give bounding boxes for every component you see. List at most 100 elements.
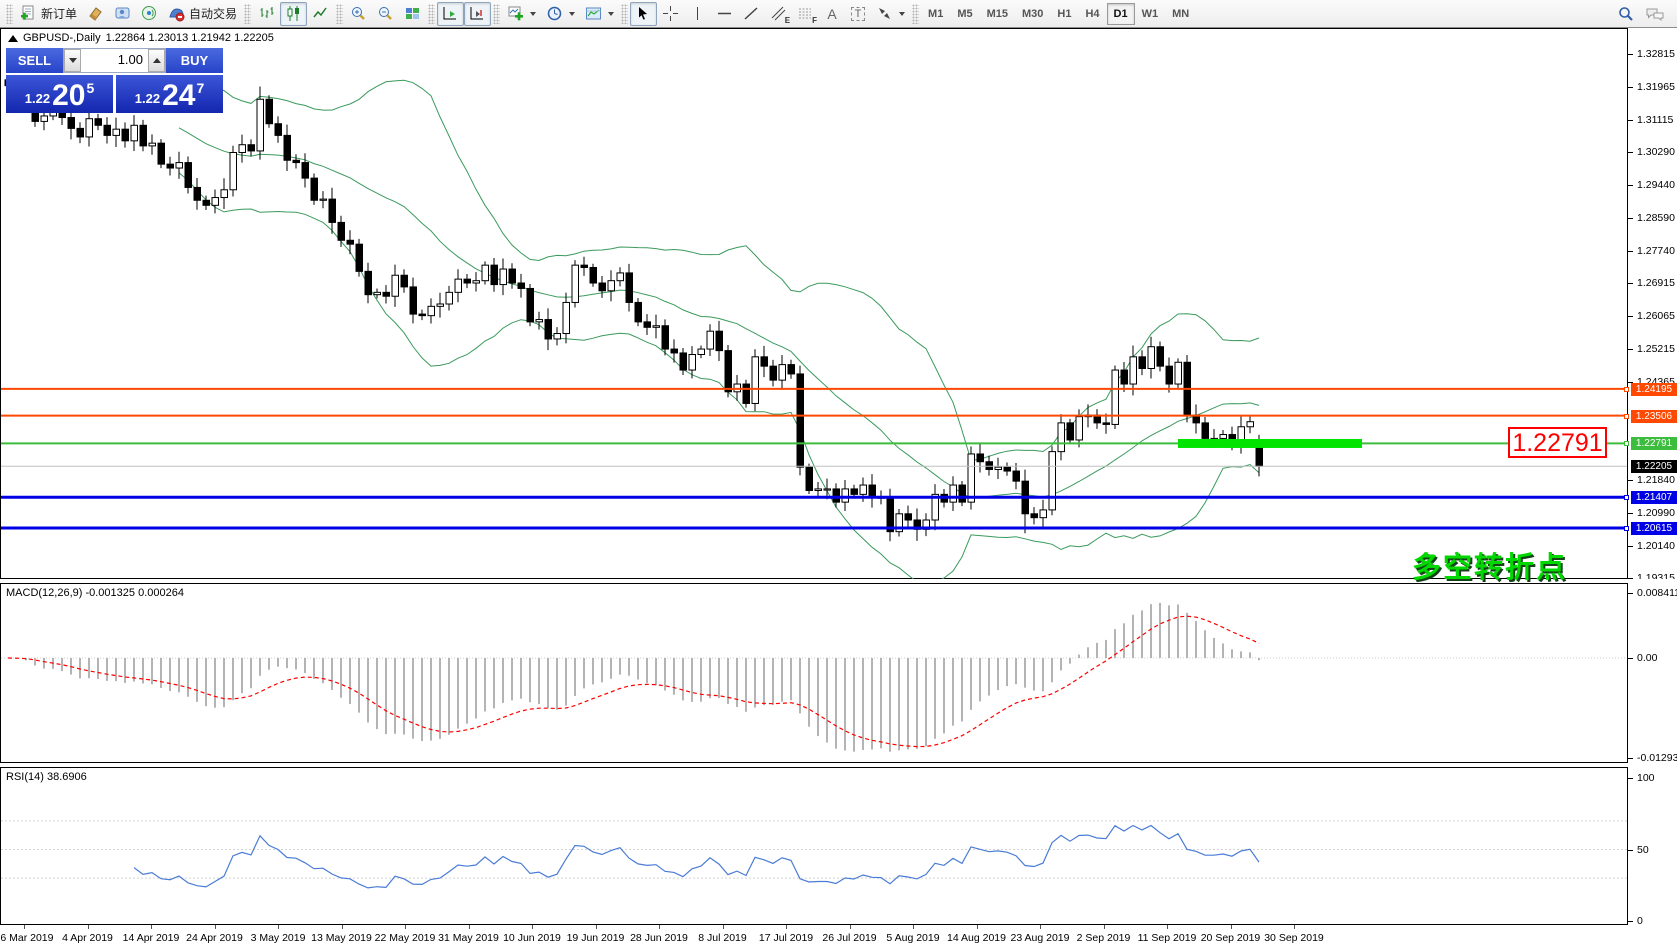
date-axis-label: 19 Jun 2019 xyxy=(566,932,625,944)
periods-button[interactable] xyxy=(541,2,580,26)
candlestick-chart-button[interactable] xyxy=(280,1,308,26)
chart-shift-icon xyxy=(470,7,484,20)
clock-icon xyxy=(547,6,562,21)
signal-button[interactable] xyxy=(136,2,163,26)
crosshair-button[interactable] xyxy=(657,2,684,26)
date-axis-label: 11 Sep 2019 xyxy=(1137,932,1197,944)
toolbar-grip[interactable] xyxy=(493,3,501,24)
date-axis-label: 8 Jul 2019 xyxy=(698,932,747,944)
toolbar-grip[interactable] xyxy=(912,3,920,24)
buy-price-display[interactable]: 1.22 24 7 xyxy=(116,75,223,113)
timeframe-m30[interactable]: M30 xyxy=(1022,7,1044,20)
new-order-button[interactable]: 新订单 xyxy=(15,2,82,26)
price-axis-tick xyxy=(1628,513,1633,515)
toolbar-grip[interactable] xyxy=(621,3,629,24)
pane-resize-handle[interactable] xyxy=(0,579,1677,583)
volume-input[interactable]: 1.00 xyxy=(81,49,148,72)
date-axis-label: 14 Aug 2019 xyxy=(947,932,1006,944)
timeframe-m5[interactable]: M5 xyxy=(957,7,973,20)
rsi-axis-tick xyxy=(1628,921,1633,922)
horizontal-line-button[interactable] xyxy=(711,2,738,26)
search-icon[interactable] xyxy=(1617,5,1635,23)
templates-button[interactable] xyxy=(580,2,619,26)
timeframe-d1[interactable]: D1 xyxy=(1106,2,1135,25)
date-axis-label: 22 May 2019 xyxy=(374,932,436,944)
chat-icon[interactable] xyxy=(1645,5,1665,23)
price-axis-tick xyxy=(1628,218,1633,220)
cursor-button[interactable] xyxy=(630,1,658,26)
rsi-axis-label: 100 xyxy=(1637,772,1655,784)
price-axis-label: 1.29440 xyxy=(1637,179,1675,192)
date-axis-tick xyxy=(1167,925,1168,929)
timeframe-mn[interactable]: MN xyxy=(1172,7,1190,20)
auto-trading-button[interactable]: 自动交易 xyxy=(163,2,242,26)
main-chart[interactable] xyxy=(0,28,1628,579)
text-tool-letter: A xyxy=(827,5,837,22)
date-axis-tick xyxy=(214,925,216,929)
arrows-button[interactable] xyxy=(871,2,910,26)
timeframe-h1[interactable]: H1 xyxy=(1057,7,1072,20)
volume-increase-button[interactable] xyxy=(148,49,165,72)
date-axis-tick xyxy=(1294,925,1295,929)
date-axis-label: 5 Aug 2019 xyxy=(886,932,940,944)
label-tool-letter: T xyxy=(850,6,866,21)
rsi-axis-tick xyxy=(1628,849,1633,851)
macd-label: MACD(12,26,9) -0.001325 0.000264 xyxy=(6,587,184,599)
date-axis-tick xyxy=(405,925,406,929)
toolbar-grip[interactable] xyxy=(336,3,344,24)
new-chart-button[interactable] xyxy=(502,2,541,26)
text-label-button[interactable]: T xyxy=(845,2,871,26)
date-axis-tick xyxy=(341,925,343,929)
text-button[interactable]: A xyxy=(819,2,845,26)
macd-axis-label: 0.008411 xyxy=(1637,587,1677,600)
toolbar-grip[interactable] xyxy=(244,3,252,24)
buy-button[interactable]: BUY xyxy=(166,48,223,73)
timeframe-w1[interactable]: W1 xyxy=(1141,7,1159,20)
line-chart-button[interactable] xyxy=(307,2,334,26)
trendline-button[interactable] xyxy=(738,2,765,26)
price-axis-tick xyxy=(1628,349,1633,351)
rsi-label: RSI(14) 38.6906 xyxy=(6,771,87,783)
date-axis-tick xyxy=(278,925,279,929)
macd-axis-tick xyxy=(1628,658,1633,659)
buy-price-sup: 7 xyxy=(196,80,205,96)
date-axis-label: 26 Jul 2019 xyxy=(822,932,877,944)
vertical-line-button[interactable] xyxy=(684,2,711,26)
chart-shift-button[interactable] xyxy=(464,1,492,26)
sell-button[interactable]: SELL xyxy=(6,48,63,73)
zoom-out-button[interactable] xyxy=(372,2,399,26)
tile-windows-button[interactable] xyxy=(399,2,426,26)
bar-chart-button[interactable] xyxy=(253,2,280,26)
date-axis-tick xyxy=(786,925,787,929)
macd-axis-tick xyxy=(1628,757,1633,759)
date-axis-tick xyxy=(24,925,25,929)
price-annotation-box[interactable]: 1.22791 xyxy=(1508,427,1607,458)
eraser-button[interactable] xyxy=(82,2,109,26)
auto-scroll-button[interactable] xyxy=(437,1,465,26)
toolbar-grip[interactable] xyxy=(6,3,13,24)
macd-pane[interactable] xyxy=(0,583,1628,763)
timeframe-m15[interactable]: M15 xyxy=(986,7,1008,20)
timeframe-m1[interactable]: M1 xyxy=(928,7,944,20)
volume-decrease-button[interactable] xyxy=(64,49,81,72)
date-axis-tick xyxy=(659,925,660,929)
pane-resize-handle[interactable] xyxy=(0,763,1677,767)
price-axis-tick xyxy=(1628,546,1633,548)
sell-price-display[interactable]: 1.22 20 5 xyxy=(6,75,113,113)
profile-button[interactable] xyxy=(109,2,136,26)
level-price-tag: 1.21407 xyxy=(1631,491,1677,505)
rsi-axis-tick xyxy=(1628,778,1633,779)
toolbar-grip[interactable] xyxy=(428,3,436,24)
auto-trading-label: 自动交易 xyxy=(189,7,238,21)
turning-point-annotation[interactable]: 多空转折点 xyxy=(1412,552,1568,584)
zoom-in-button[interactable] xyxy=(345,2,372,26)
price-axis-label: 1.26065 xyxy=(1637,310,1675,323)
collapse-icon[interactable] xyxy=(8,34,18,42)
timeframe-h4[interactable]: H4 xyxy=(1085,7,1100,20)
equidistant-channel-button[interactable]: E xyxy=(765,2,792,26)
date-axis-label: 3 May 2019 xyxy=(250,932,306,944)
rsi-pane[interactable] xyxy=(0,767,1628,925)
fibonacci-button[interactable]: F xyxy=(792,2,819,26)
price-axis-tick xyxy=(1628,54,1633,55)
